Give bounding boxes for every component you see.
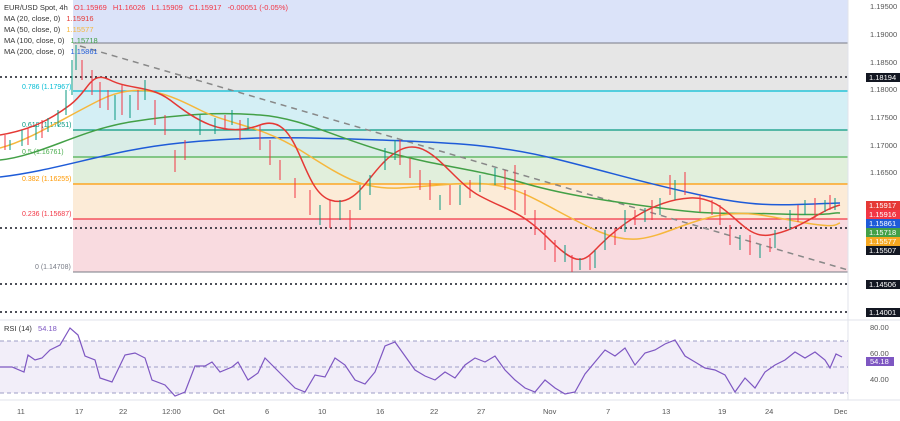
fib-label-0236: 0.236 (1.15687) [22,211,71,218]
svg-text:6: 6 [265,407,269,416]
svg-text:80.00: 80.00 [870,323,889,332]
change-value: -0.00051 (-0.05%) [227,3,289,12]
svg-text:11: 11 [17,407,25,416]
svg-text:12:00: 12:00 [162,407,181,416]
fib-label-05: 0.5 (1.16761) [22,149,64,156]
svg-text:1.17500: 1.17500 [870,113,897,122]
ma20-legend[interactable]: MA (20, close, 0) 1.15916 [4,13,288,24]
open-value: O1.15969 [73,3,107,12]
svg-text:13: 13 [662,407,670,416]
descending-trendline[interactable] [79,45,849,271]
time-axis[interactable]: 11 17 22 12:00 Oct 6 10 16 22 27 Nov 7 1… [17,407,848,416]
svg-text:1.15577: 1.15577 [869,237,896,246]
rsi-line [0,327,843,397]
svg-text:Nov: Nov [543,407,557,416]
svg-text:60.00: 60.00 [870,349,889,358]
close-value: C1.15917 [188,3,222,12]
ma200-label: MA (200, close, 0) [4,47,65,56]
fib-lines [73,42,848,273]
fib-labels: 0.786 (1.17967) 0.618 (1.17251) 0.5 (1.1… [22,84,71,271]
svg-text:7: 7 [606,407,610,416]
svg-text:17: 17 [75,407,83,416]
svg-text:1.15917: 1.15917 [869,201,896,210]
svg-text:1.18194: 1.18194 [869,73,896,82]
svg-text:19: 19 [718,407,726,416]
rsi-guides [0,340,848,394]
ma20-label: MA (20, close, 0) [4,14,61,23]
price-tags: 1.18194 1.15917 1.15916 1.15861 1.15718 … [866,73,900,317]
svg-text:1.15507: 1.15507 [869,246,896,255]
ma50-value: 1.15577 [66,25,94,34]
ma50-label: MA (50, close, 0) [4,25,61,34]
svg-text:1.18000: 1.18000 [870,85,897,94]
ma200-value: 1.15861 [70,47,98,56]
svg-text:1.19500: 1.19500 [870,2,897,11]
low-value: L1.15909 [151,3,183,12]
svg-text:54.18: 54.18 [870,357,889,366]
svg-text:1.19000: 1.19000 [870,30,897,39]
svg-text:1.15861: 1.15861 [869,219,896,228]
symbol-label[interactable]: EUR/USD Spot, 4h [4,3,68,12]
ma200-legend[interactable]: MA (200, close, 0) 1.15861 [4,46,288,57]
fib-label-0382: 0.382 (1.16255) [22,176,71,183]
svg-text:22: 22 [430,407,438,416]
candlesticks [4,45,836,272]
ma50-legend[interactable]: MA (50, close, 0) 1.15577 [4,24,288,35]
svg-text:10: 10 [318,407,326,416]
rsi-value: 54.18 [38,324,57,333]
ohlc-row: EUR/USD Spot, 4h O1.15969 H1.16026 L1.15… [4,2,288,13]
ma100-label: MA (100, close, 0) [4,36,65,45]
svg-text:1.17000: 1.17000 [870,141,897,150]
rsi-axis: 80.00 60.00 40.00 54.18 [866,323,894,384]
price-axis-ticks: 1.19500 1.19000 1.18500 1.18000 1.17500 … [870,2,897,177]
ma20-value: 1.15916 [66,14,94,23]
svg-text:1.14506: 1.14506 [869,280,896,289]
rsi-legend[interactable]: RSI (14) 54.18 [4,324,57,333]
svg-text:1.18500: 1.18500 [870,58,897,67]
fib-label-0618: 0.618 (1.17251) [22,122,71,129]
chart-legend: EUR/USD Spot, 4h O1.15969 H1.16026 L1.15… [4,2,288,57]
svg-text:1.14001: 1.14001 [869,308,896,317]
ma100-legend[interactable]: MA (100, close, 0) 1.15718 [4,35,288,46]
svg-text:Dec: Dec [834,407,848,416]
svg-text:1.15916: 1.15916 [869,210,896,219]
svg-text:22: 22 [119,407,127,416]
rsi-label: RSI (14) [4,324,32,333]
svg-text:Oct: Oct [213,407,226,416]
svg-text:24: 24 [765,407,773,416]
svg-text:1.16500: 1.16500 [870,168,897,177]
svg-text:16: 16 [376,407,384,416]
fib-label-0: 0 (1.14708) [35,264,71,271]
high-value: H1.16026 [112,3,146,12]
svg-text:27: 27 [477,407,485,416]
fib-label-0786: 0.786 (1.17967) [22,84,71,91]
ma100-value: 1.15718 [70,36,98,45]
svg-text:1.15718: 1.15718 [869,228,896,237]
svg-text:40.00: 40.00 [870,375,889,384]
